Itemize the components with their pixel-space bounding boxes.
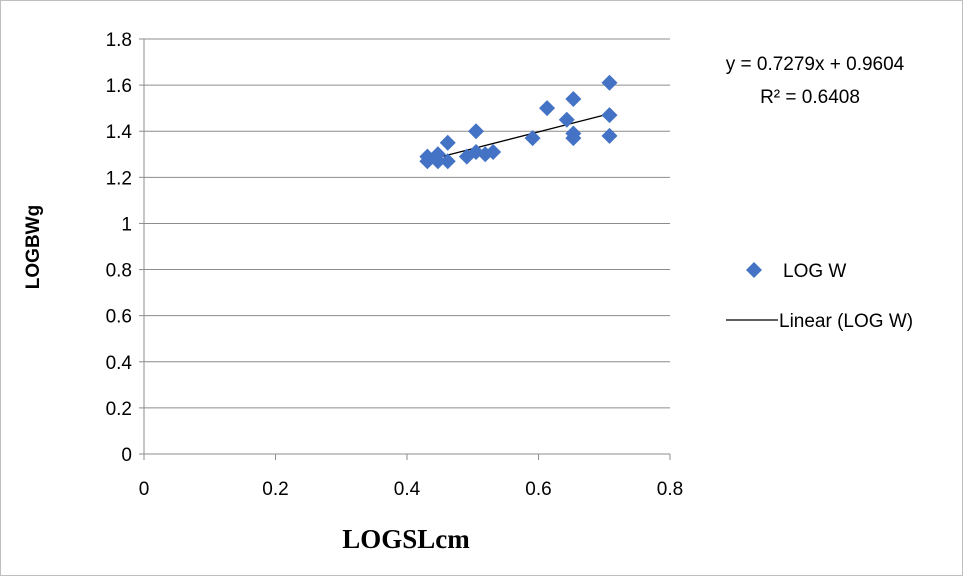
data-point [524, 130, 541, 147]
y-tick-label: 1.4 [106, 122, 133, 143]
data-point [419, 153, 436, 170]
y-tick-label: 0.8 [106, 261, 132, 282]
y-tick-label: 0.4 [106, 353, 133, 374]
data-point [439, 134, 456, 151]
data-point [439, 153, 456, 170]
x-tick-label: 0.6 [525, 479, 551, 500]
y-axis-title: LOGBWg [23, 205, 44, 289]
data-point [601, 107, 618, 124]
data-points [419, 74, 618, 170]
y-tick-label: 0 [121, 445, 132, 466]
data-point [601, 74, 618, 91]
data-point [565, 130, 582, 147]
legend: LOG W Linear (LOG W) [726, 261, 913, 332]
y-tick-label: 1.8 [106, 30, 132, 51]
x-tick-label: 0 [139, 479, 150, 500]
x-tick-label: 0.4 [394, 479, 421, 500]
trendline [427, 113, 610, 161]
x-tick-label: 0.2 [262, 479, 288, 500]
axes [139, 38, 671, 460]
data-point [429, 153, 446, 170]
r-squared-label: R² = 0.6408 [760, 87, 860, 108]
trendline-group [427, 113, 610, 161]
y-tick-label: 1.6 [106, 76, 132, 97]
y-tick-label: 0.6 [106, 307, 132, 328]
data-point [558, 111, 575, 128]
y-tick-label: 1 [121, 214, 132, 235]
data-point [485, 143, 502, 160]
x-tick-label: 0.8 [657, 479, 683, 500]
legend-marker-diamond [746, 262, 762, 278]
data-point [565, 90, 582, 107]
trendline-equation: y = 0.7279x + 0.9604 [726, 54, 905, 75]
legend-label-linear: Linear (LOG W) [779, 311, 913, 332]
x-axis-title: LOGSLcm [342, 524, 470, 554]
data-point [539, 100, 556, 117]
data-point [601, 127, 618, 144]
tick-labels: 0 0.2 0.4 0.6 0.8 1 1.2 1.4 1.6 1.8 0 0.2 0.4 0.6 0.8 [106, 30, 684, 500]
y-tick-label: 0.2 [106, 399, 132, 420]
gridlines [144, 38, 670, 409]
y-tick-label: 1.2 [106, 168, 132, 189]
data-point [468, 123, 485, 140]
legend-label-log-w: LOG W [783, 261, 846, 282]
